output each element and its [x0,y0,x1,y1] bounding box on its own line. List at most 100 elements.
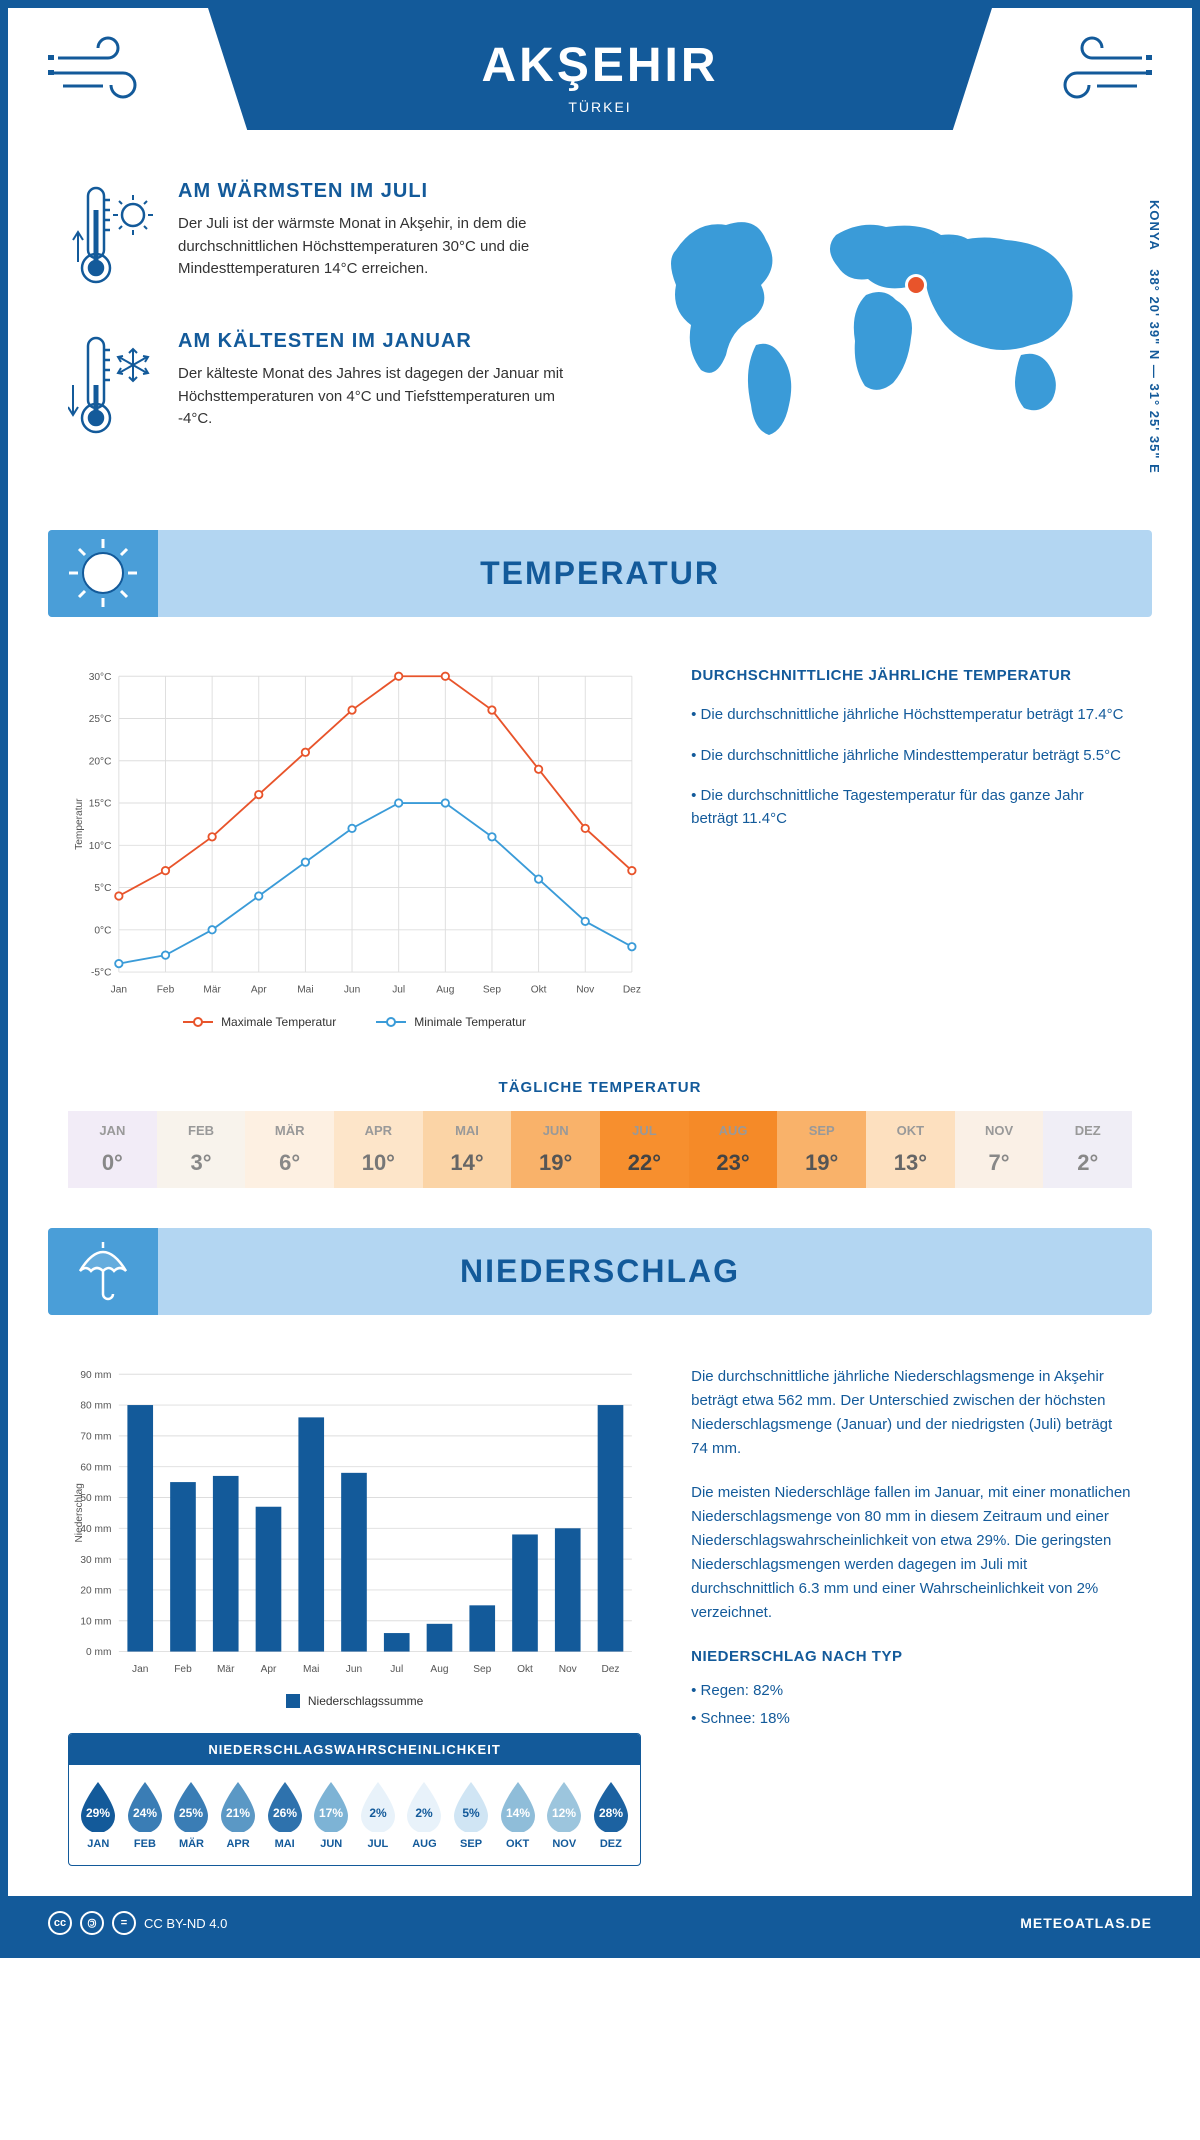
daily-cell: JUL22° [600,1111,689,1188]
svg-text:28%: 28% [599,1806,623,1820]
legend-max: .legend-item:nth-child(1) .legend-line::… [183,1015,336,1029]
warmest-body: Der Juli ist der wärmste Monat in Akşehi… [178,213,580,281]
coldest-fact: AM KÄLTESTEN IM JANUAR Der kälteste Mona… [68,330,580,445]
svg-text:Okt: Okt [517,1664,533,1675]
warmest-fact: AM WÄRMSTEN IM JULI Der Juli ist der wär… [68,180,580,295]
precip-type-2: • Schnee: 18% [691,1707,1132,1731]
svg-text:Niederschlag: Niederschlag [74,1483,85,1542]
svg-text:30 mm: 30 mm [80,1555,111,1566]
daily-cell: AUG23° [689,1111,778,1188]
probability-box: NIEDERSCHLAGSWAHRSCHEINLICHKEIT 29%JAN24… [68,1733,641,1866]
footer: cc 🄯 = CC BY-ND 4.0 METEOATLAS.DE [8,1896,1192,1950]
temp-legend: .legend-item:nth-child(1) .legend-line::… [68,1015,641,1029]
svg-text:Mai: Mai [297,984,313,995]
svg-text:Jul: Jul [392,984,405,995]
coldest-body: Der kälteste Monat des Jahres ist dagege… [178,363,580,431]
probability-drop: 2%JUL [357,1780,400,1850]
svg-text:24%: 24% [133,1806,157,1820]
site-name: METEOATLAS.DE [1020,1915,1152,1931]
daily-cell: FEB3° [157,1111,246,1188]
probability-drop: 17%JUN [310,1780,353,1850]
header-banner: AKŞEHIR TÜRKEI [208,8,992,130]
svg-text:5°C: 5°C [94,883,111,894]
coldest-title: AM KÄLTESTEN IM JANUAR [178,330,580,353]
temp-section-title: TEMPERATUR [48,555,1152,592]
probability-drop: 12%NOV [543,1780,586,1850]
svg-text:20°C: 20°C [89,756,112,767]
license-text: CC BY-ND 4.0 [144,1916,227,1931]
thermometer-sun-icon [68,180,158,295]
svg-text:20 mm: 20 mm [80,1585,111,1596]
temperature-banner: TEMPERATUR [48,530,1152,617]
precip-legend: Niederschlagssumme [68,1694,641,1708]
daily-cell: MÄR6° [245,1111,334,1188]
probability-drop: 25%MÄR [170,1780,213,1850]
precip-section-title: NIEDERSCHLAG [48,1253,1152,1290]
probability-drop: 2%AUG [403,1780,446,1850]
svg-text:Feb: Feb [174,1664,192,1675]
precip-para-2: Die meisten Niederschläge fallen im Janu… [691,1481,1132,1625]
header-row: AKŞEHIR TÜRKEI [8,8,1192,130]
svg-text:Jan: Jan [111,984,127,995]
coldest-text: AM KÄLTESTEN IM JANUAR Der kälteste Mona… [178,330,580,445]
probability-row: 29%JAN24%FEB25%MÄR21%APR26%MAI17%JUN2%JU… [69,1765,640,1865]
svg-text:Jan: Jan [132,1664,148,1675]
by-icon: 🄯 [80,1911,104,1935]
svg-text:0°C: 0°C [94,925,111,936]
probability-drop: 26%MAI [263,1780,306,1850]
temperature-section: -5°C0°C5°C10°C15°C20°C25°C30°CJanFebMärA… [8,637,1192,1059]
svg-text:14%: 14% [506,1806,530,1820]
probability-drop: 29%JAN [77,1780,120,1850]
precip-text: Die durchschnittliche jährliche Niedersc… [691,1365,1132,1866]
legend-min: .legend-item:nth-child(2) .legend-line::… [376,1015,526,1029]
infographic-page: AKŞEHIR TÜRKEI AM WÄRMSTEN IM JULI Der J… [0,0,1200,1958]
precipitation-banner: NIEDERSCHLAG [48,1228,1152,1315]
umbrella-icon [48,1228,158,1315]
svg-text:-5°C: -5°C [91,968,111,979]
warmest-title: AM WÄRMSTEN IM JULI [178,180,580,203]
svg-text:Jun: Jun [346,1664,362,1675]
city-name: AKŞEHIR [208,38,992,93]
daily-temp-title: TÄGLICHE TEMPERATUR [8,1079,1192,1096]
legend-precip-sum: Niederschlagssumme [286,1694,423,1708]
svg-text:10°C: 10°C [89,841,112,852]
svg-text:25%: 25% [179,1806,203,1820]
temperature-line-chart: -5°C0°C5°C10°C15°C20°C25°C30°CJanFebMärA… [68,667,641,1000]
svg-text:90 mm: 90 mm [80,1370,111,1381]
temp-fact-1: • Die durchschnittliche jährliche Höchst… [691,704,1132,727]
coordinates: KONYA 38° 20' 39" N — 31° 25' 35" E [1147,200,1162,474]
svg-text:5%: 5% [462,1806,480,1820]
svg-text:70 mm: 70 mm [80,1431,111,1442]
svg-text:60 mm: 60 mm [80,1462,111,1473]
svg-text:Dez: Dez [623,984,641,995]
temp-fact-3: • Die durchschnittliche Tagestemperatur … [691,785,1132,830]
probability-drop: 21%APR [217,1780,260,1850]
daily-cell: SEP19° [777,1111,866,1188]
svg-text:2%: 2% [369,1806,387,1820]
svg-text:Nov: Nov [559,1664,578,1675]
world-map-area: KONYA 38° 20' 39" N — 31° 25' 35" E [620,180,1132,480]
probability-drop: 5%SEP [450,1780,493,1850]
svg-text:Temperatur: Temperatur [74,798,85,850]
svg-text:21%: 21% [226,1806,250,1820]
country-name: TÜRKEI [208,99,992,115]
precip-left-column: 0 mm10 mm20 mm30 mm40 mm50 mm60 mm70 mm8… [68,1365,641,1866]
temp-chart-area: -5°C0°C5°C10°C15°C20°C25°C30°CJanFebMärA… [68,667,641,1029]
thermometer-snow-icon [68,330,158,445]
svg-text:Dez: Dez [601,1664,619,1675]
wind-swirl-icon [48,28,158,113]
temp-facts: DURCHSCHNITTLICHE JÄHRLICHE TEMPERATUR •… [691,667,1132,1029]
precip-type-1: • Regen: 82% [691,1679,1132,1703]
coords-text: 38° 20' 39" N — 31° 25' 35" E [1147,269,1162,474]
daily-cell: DEZ2° [1043,1111,1132,1188]
daily-cell: APR10° [334,1111,423,1188]
svg-text:26%: 26% [273,1806,297,1820]
daily-cell: NOV7° [955,1111,1044,1188]
daily-cell: JUN19° [511,1111,600,1188]
daily-cell: MAI14° [423,1111,512,1188]
svg-text:12%: 12% [552,1806,576,1820]
sun-icon [48,530,158,617]
svg-text:Jun: Jun [344,984,360,995]
license: cc 🄯 = CC BY-ND 4.0 [48,1911,227,1935]
wind-swirl-icon [1042,28,1152,113]
